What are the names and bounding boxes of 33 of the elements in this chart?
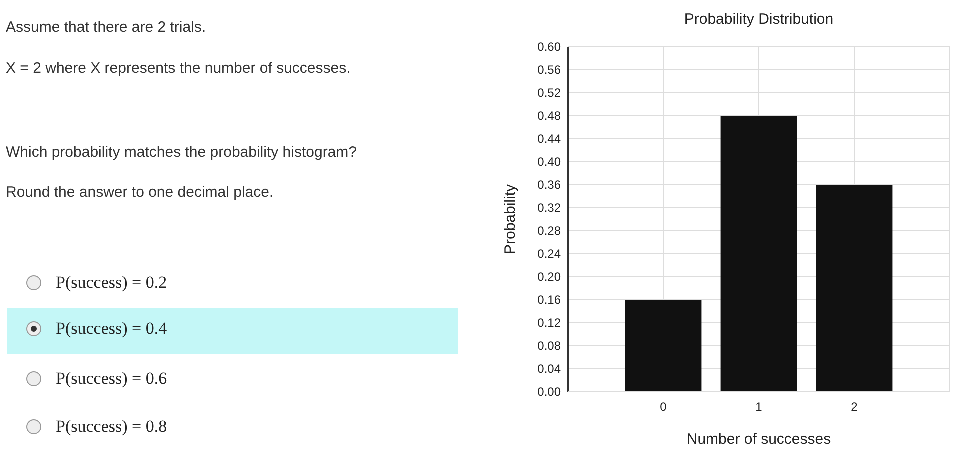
y-tick-label: 0.08: [538, 339, 562, 354]
chart-title: Probability Distribution: [684, 11, 834, 28]
y-tick-label: 0.48: [538, 109, 562, 124]
x-axis-title: Number of successes: [686, 431, 832, 448]
y-tick-label: 0.52: [538, 86, 562, 100]
y-tick-label: 0.40: [538, 155, 562, 170]
y-tick-label: 0.36: [538, 178, 562, 192]
text: P(success) = 0.4: [56, 319, 168, 338]
y-tick-label: 0.32: [538, 201, 562, 216]
x-tick-label: 1: [756, 400, 763, 414]
x-tick-label: 0: [660, 400, 668, 414]
y-tick-label: 0.20: [538, 270, 562, 284]
y-tick-label: 0.60: [538, 40, 562, 54]
bar: [816, 185, 893, 392]
y-tick-label: 0.56: [538, 63, 562, 78]
y-tick-label: 0.00: [538, 385, 562, 400]
text: X = 2 where X represents the number of successes.: [6, 60, 351, 77]
text: Assume that there are 2 trials.: [6, 19, 206, 36]
y-tick-label: 0.28: [538, 224, 562, 238]
y-axis-title: Probability: [502, 184, 519, 255]
x-tick-label: 2: [851, 400, 858, 414]
y-tick-label: 0.16: [538, 293, 562, 308]
y-tick-label: 0.44: [538, 132, 562, 146]
y-tick-label: 0.24: [538, 247, 562, 262]
y-tick-label: 0.12: [538, 316, 562, 330]
text: P(success) = 0.2: [56, 273, 168, 292]
bar: [625, 300, 702, 392]
text: P(success) = 0.6: [56, 369, 168, 388]
text: P(success) = 0.8: [56, 417, 168, 436]
text: Round the answer to one decimal place.: [6, 184, 274, 201]
bar: [720, 116, 798, 392]
y-tick-label: 0.04: [538, 362, 562, 376]
text: Which probability matches the probability histogram?: [6, 144, 357, 161]
